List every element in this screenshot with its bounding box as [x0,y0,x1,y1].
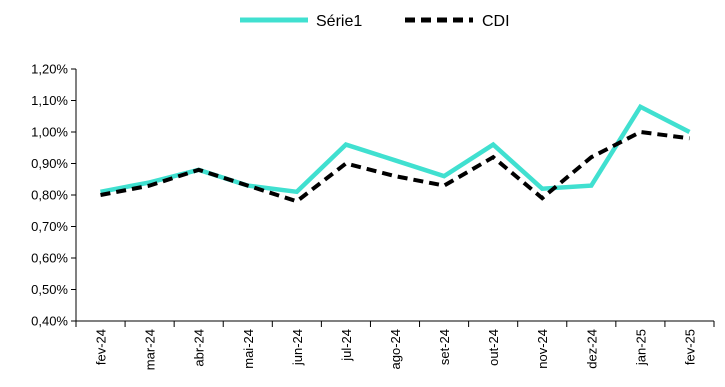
y-tick-label: 0,90% [31,156,68,171]
series-line-serie1 [100,103,691,195]
x-tick-label: jul-24 [339,329,354,362]
x-tick-label: ago-24 [388,329,403,369]
y-tick-label: 0,50% [31,282,68,297]
y-tick-label: 0,70% [31,219,68,234]
legend-label-cdi: CDI [482,13,510,30]
x-tick-label: set-24 [437,329,452,365]
y-tick-label: 1,10% [31,93,68,108]
series-layer [100,103,691,204]
legend: Série1 CDI [240,13,510,30]
x-tick-label: fev-25 [682,329,697,365]
legend-label-serie1: Série1 [316,13,362,30]
series-line-cdi [100,129,690,204]
x-tick-label: dez-24 [584,329,599,369]
y-tick-label: 0,40% [31,314,68,329]
y-tick-label: 0,80% [31,188,68,203]
x-tick-label: jun-24 [290,329,305,366]
x-tick-label: abr-24 [192,329,207,367]
x-tick-label: jan-25 [633,329,648,366]
axes: 0,40% 0,50% 0,60% 0,70% 0,80% 0,90% 1,00% 1,10%… [31,62,715,370]
x-tick-label: out-24 [486,329,501,366]
x-tick-label: mai-24 [241,329,256,369]
x-tick-label: nov-24 [535,329,550,369]
x-tick-label: fev-24 [94,329,109,365]
y-tick-label: 0,60% [31,251,68,266]
x-tick-label: mar-24 [143,329,158,370]
y-tick-label: 1,00% [31,125,68,140]
y-tick-label: 1,20% [31,62,68,77]
